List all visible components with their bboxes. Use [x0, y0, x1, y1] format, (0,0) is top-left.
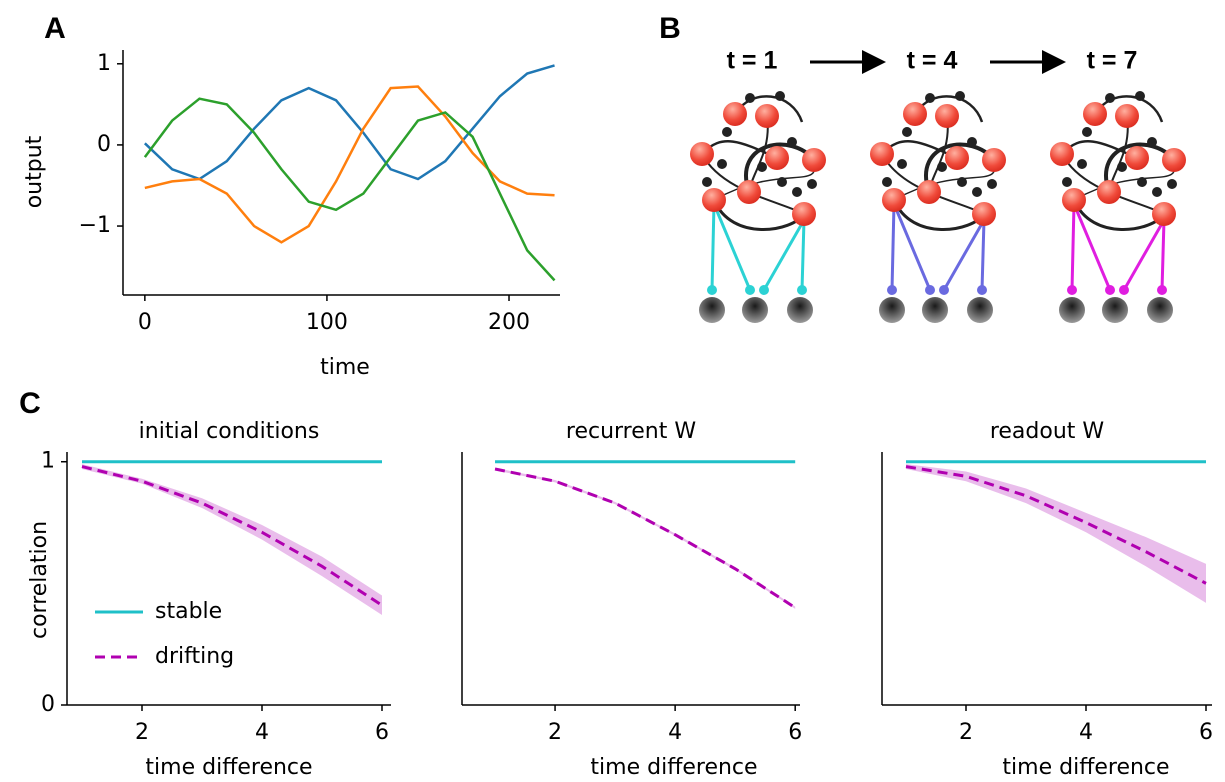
x-tick-label: 2 [959, 720, 973, 745]
x-tick-label: 4 [255, 720, 269, 745]
x-axis-label: time difference [590, 755, 757, 780]
x-axis-label: time difference [145, 755, 312, 780]
x-tick-label: 6 [1199, 720, 1213, 745]
x-axis-label: time [320, 355, 370, 380]
x-tick-label: 2 [135, 720, 149, 745]
x-tick-label: 0 [138, 310, 152, 335]
y-tick-label: 1 [97, 51, 111, 76]
time-label: t = 4 [907, 47, 958, 75]
x-tick-label: 4 [1079, 720, 1093, 745]
legend-label: drifting [155, 644, 234, 669]
series-line [143, 97, 556, 282]
x-tick-label: 6 [375, 720, 389, 745]
series-line [494, 467, 797, 609]
y-tick-label: −1 [79, 213, 111, 238]
chart-title: recurrent W [566, 419, 696, 444]
y-tick-label: 1 [41, 449, 55, 474]
legend-label: stable [155, 599, 222, 624]
series-line [144, 85, 555, 244]
x-tick-label: 2 [548, 720, 562, 745]
time-label: t = 1 [727, 47, 778, 75]
band [82, 464, 382, 615]
network [688, 89, 828, 325]
band [906, 464, 1206, 603]
x-tick-label: 100 [306, 310, 348, 335]
diagram: t = 1 t = 4 t = 7 [688, 47, 1188, 325]
time-label: t = 7 [1087, 47, 1138, 75]
network [868, 89, 1008, 325]
x-tick-label: 6 [788, 720, 802, 745]
series-line [905, 465, 1207, 585]
chart-title: readout W [990, 419, 1105, 444]
network [1048, 89, 1188, 325]
y-tick-label: 0 [97, 132, 111, 157]
chart-title: initial conditions [139, 419, 320, 444]
series-line [81, 465, 383, 607]
panel-label: A [44, 12, 66, 45]
y-tick-label: 0 [41, 692, 55, 717]
band [495, 467, 796, 609]
y-axis-label: output [22, 135, 47, 208]
panel-label: C [19, 387, 41, 420]
x-axis-label: time difference [1002, 755, 1169, 780]
x-tick-label: 200 [488, 310, 530, 335]
panel-label: B [659, 12, 681, 45]
series-line [143, 64, 555, 181]
x-tick-label: 4 [668, 720, 682, 745]
y-axis-label: correlation [27, 521, 52, 639]
